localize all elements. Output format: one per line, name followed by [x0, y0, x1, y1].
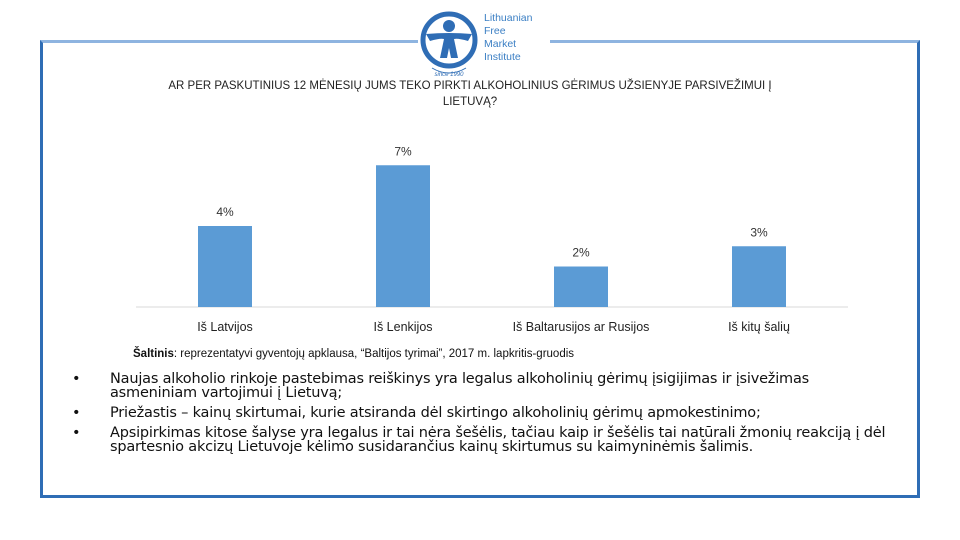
bullet-list: • Naujas alkoholio rinkoje pastebimas rei…	[70, 372, 890, 460]
data-label: 7%	[394, 144, 412, 158]
logo-line: Lithuanian	[484, 12, 533, 24]
bullet-dot-icon: •	[72, 425, 81, 441]
bar-chart: 4% Iš Latvijos 7% Iš Lenkijos 2% Iš Baltarusi…	[136, 144, 848, 334]
category-label: Iš Lenkijos	[373, 320, 432, 334]
bar	[376, 165, 430, 307]
logo-line: Market	[484, 38, 517, 50]
bullet-text: Apsipirkimas kitose šalyse yra legalus i…	[110, 425, 886, 455]
bullet-item: • Apsipirkimas kitose šalyse yra legalus …	[70, 425, 890, 455]
svg-text:since 1990: since 1990	[434, 72, 464, 78]
logo-wordmark: Lithuanian Free Market Institute	[484, 12, 532, 64]
bullet-item: • Naujas alkoholio rinkoje pastebimas rei…	[70, 371, 890, 401]
bar	[554, 266, 608, 307]
logo-line: Institute	[484, 51, 521, 63]
source-text: : reprezentatyvi gyventojų apklausa, “Ba…	[173, 348, 575, 360]
bullet-dot-icon: •	[72, 371, 81, 387]
category-label: Iš Latvijos	[197, 320, 253, 334]
data-label: 3%	[750, 225, 768, 239]
institute-logo: since 1990 Lithuanian Free Market Instit…	[418, 8, 550, 82]
bullet-text: Naujas alkoholio rinkoje pastebimas reiš…	[110, 371, 810, 401]
bullet-text: Priežastis – kainų skirtumai, kurie atsi…	[110, 405, 761, 421]
bar	[198, 226, 252, 307]
chart-title: AR PER PASKUTINIUS 12 MĖNESIŲ JUMS TEKO …	[168, 80, 772, 108]
category-label: Iš Baltarusijos ar Rusijos	[513, 320, 650, 334]
source-note: Šaltinis: reprezentatyvi gyventojų apkla…	[133, 348, 574, 360]
bar	[732, 246, 786, 307]
logo-emblem-icon: since 1990	[420, 11, 478, 78]
bullet-item: • Priežastis – kainų skirtumai, kurie ats…	[70, 405, 890, 421]
logo-line: Free	[484, 25, 506, 37]
source-label: Šaltinis	[133, 348, 174, 360]
data-label: 2%	[572, 246, 590, 260]
bullet-dot-icon: •	[72, 405, 81, 421]
category-label: Iš kitų šalių	[728, 320, 790, 334]
data-label: 4%	[216, 205, 234, 219]
